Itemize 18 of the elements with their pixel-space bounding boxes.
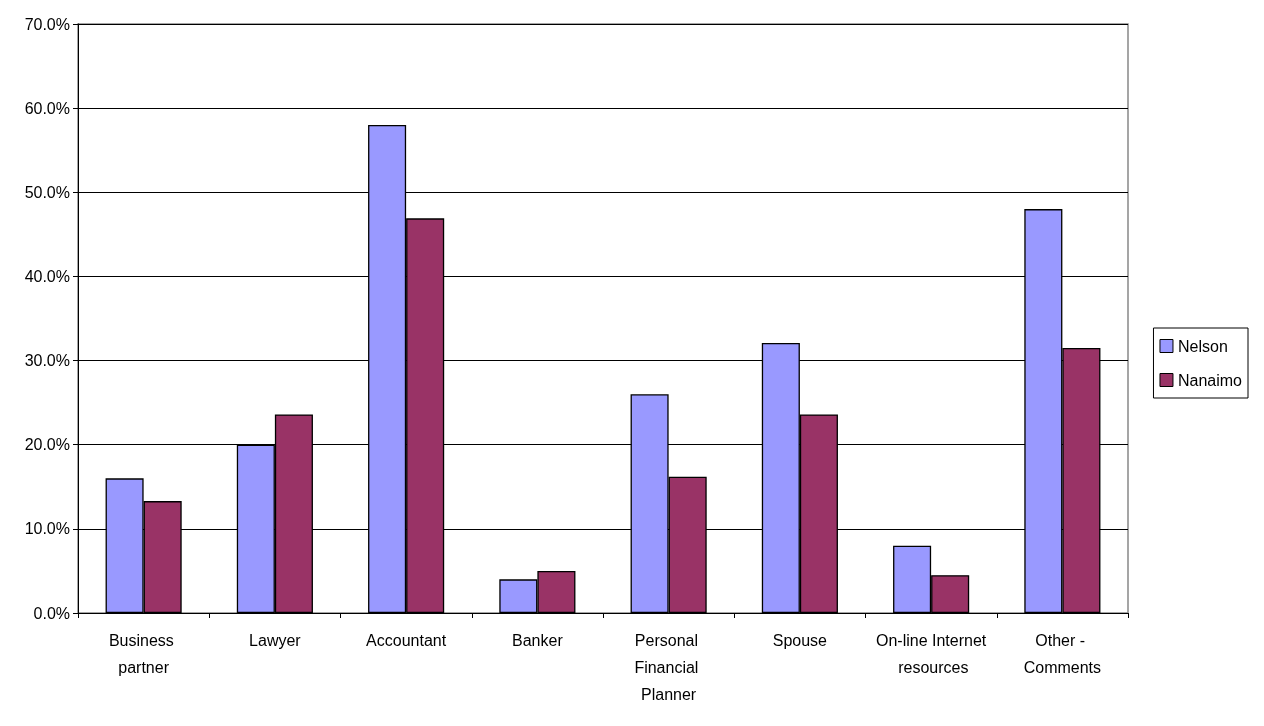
x-tick-label: Spouse bbox=[772, 632, 828, 649]
y-tick-label: 70.0% bbox=[24, 15, 70, 33]
x-tick-label: Other - Comments bbox=[1023, 632, 1102, 676]
y-tick-label: 10.0% bbox=[24, 520, 70, 538]
y-tick-label: 20.0% bbox=[24, 436, 70, 454]
y-tick-label: 50.0% bbox=[24, 183, 70, 201]
x-tick-label: Personal Financial Planner bbox=[634, 632, 703, 703]
x-tick-label: Lawyer bbox=[249, 632, 302, 649]
x-tick-label: On-line Internet resources bbox=[875, 632, 987, 676]
x-tick-label: Banker bbox=[512, 632, 564, 649]
y-tick-label: 40.0% bbox=[24, 267, 70, 285]
y-tick-label: 0.0% bbox=[33, 604, 70, 622]
legend-label: Nanaimo bbox=[1177, 371, 1243, 389]
x-tick-label: Business partner bbox=[108, 632, 179, 676]
x-tick-label: Accountant bbox=[366, 632, 447, 649]
y-tick-label: 30.0% bbox=[24, 352, 70, 370]
y-tick-label: 60.0% bbox=[24, 99, 70, 117]
legend-label: Nelson bbox=[1177, 337, 1228, 355]
